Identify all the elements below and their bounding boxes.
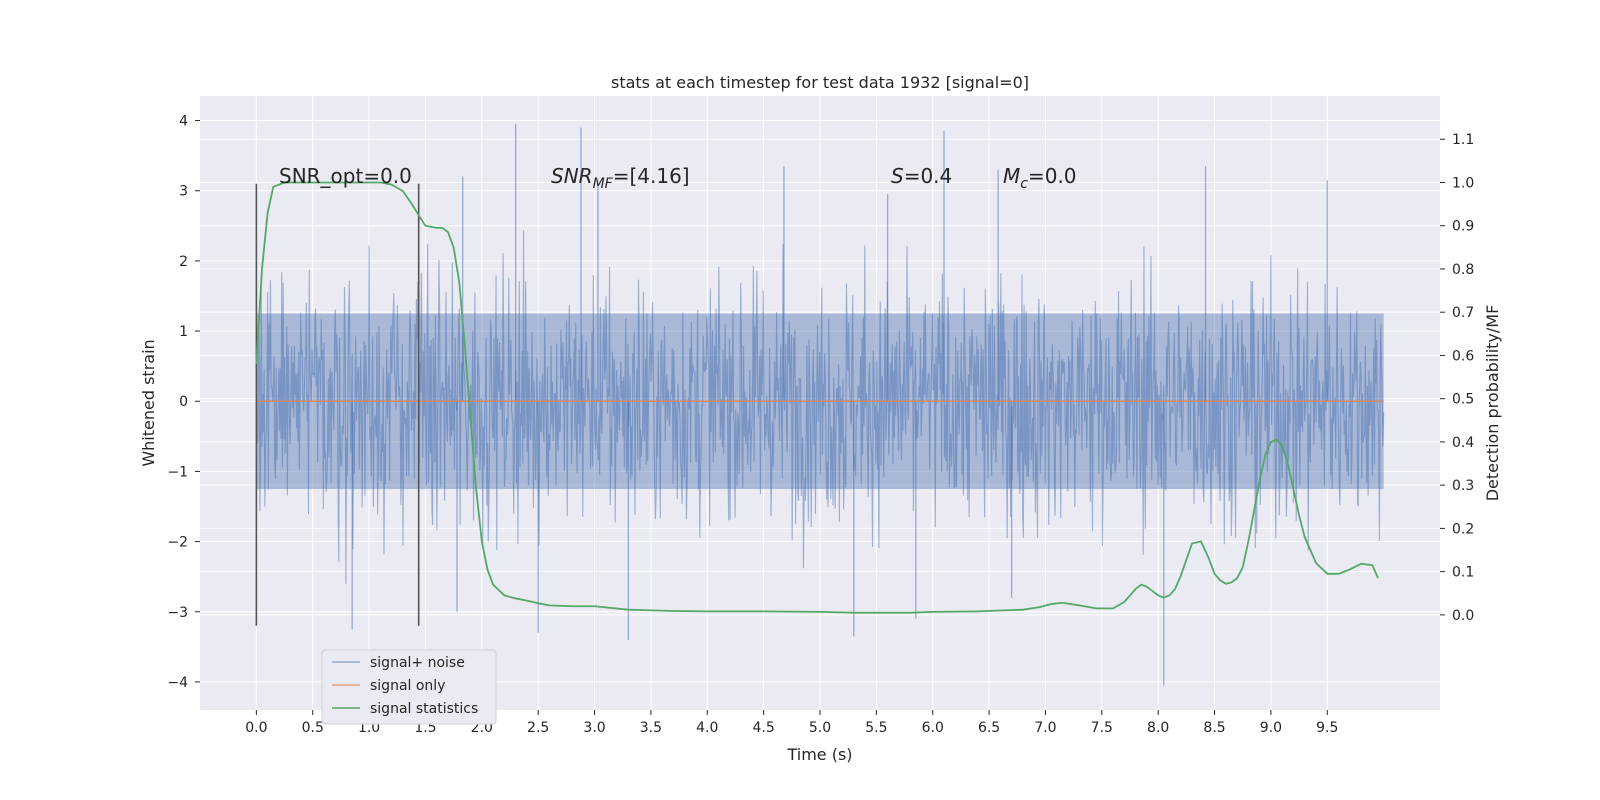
x-tick-label: 9.0 xyxy=(1260,720,1282,736)
x-tick-label: 7.0 xyxy=(1034,720,1056,736)
x-tick-label: 3.5 xyxy=(640,720,662,736)
legend: signal+ noise signal only signal statist… xyxy=(321,649,497,725)
x-tick-label: 0.5 xyxy=(302,720,324,736)
x-tick-label: 9.5 xyxy=(1316,720,1338,736)
right-axis-label: Detection probability/MF xyxy=(1483,305,1502,502)
y-tick-label: 0 xyxy=(179,394,188,410)
right-tick-label: 0.8 xyxy=(1452,262,1474,278)
signal-statistics-series xyxy=(255,181,1379,614)
annotation-s: S=0.4 xyxy=(891,164,952,188)
x-tick-label: 0.0 xyxy=(245,720,267,736)
y-axis-ticks: 4 3 2 1 0 −1 −2 −3 −4 xyxy=(167,114,200,691)
y-tick-label: 2 xyxy=(179,254,188,270)
x-tick-label: 7.5 xyxy=(1091,720,1113,736)
x-tick-label: 5.0 xyxy=(809,720,831,736)
x-tick-label: 2.5 xyxy=(527,720,549,736)
x-tick-label: 5.5 xyxy=(865,720,887,736)
right-tick-label: 0.7 xyxy=(1452,305,1474,321)
y-tick-label: 3 xyxy=(179,184,188,200)
right-tick-label: 0.5 xyxy=(1452,392,1474,408)
x-tick-label: 4.5 xyxy=(753,720,775,736)
y-tick-label: −2 xyxy=(167,535,188,551)
y-tick-label: −4 xyxy=(167,675,188,691)
x-tick-label: 6.0 xyxy=(922,720,944,736)
right-tick-label: 0.4 xyxy=(1452,435,1474,451)
x-tick-label: 8.5 xyxy=(1203,720,1225,736)
annotation-snr-mf: SNRMF=[4.16] xyxy=(551,164,690,192)
y-tick-label: 1 xyxy=(179,324,188,340)
x-tick-label: 8.0 xyxy=(1147,720,1169,736)
y-axis-label: Whitened strain xyxy=(139,339,158,466)
x-tick-label: 6.5 xyxy=(978,720,1000,736)
legend-box xyxy=(321,649,497,725)
right-tick-label: 0.9 xyxy=(1452,219,1474,235)
chart-title: stats at each timestep for test data 193… xyxy=(611,73,1029,92)
right-tick-label: 0.2 xyxy=(1452,521,1474,537)
right-tick-label: 1.1 xyxy=(1452,132,1474,148)
legend-label-signal: signal only xyxy=(370,678,445,694)
x-tick-label: 4.0 xyxy=(696,720,718,736)
statistics-line xyxy=(255,181,1379,614)
legend-label-statistics: signal statistics xyxy=(370,701,478,717)
annotation-mc: Mc=0.0 xyxy=(1003,164,1077,192)
x-axis-label: Time (s) xyxy=(786,745,852,764)
y-tick-label: −3 xyxy=(167,605,188,621)
right-tick-label: 0.1 xyxy=(1452,565,1474,581)
marker-lines xyxy=(255,183,420,626)
x-tick-label: 3.0 xyxy=(583,720,605,736)
right-tick-label: 0.0 xyxy=(1452,608,1474,624)
annotation-snr-opt: SNR_opt=0.0 xyxy=(279,164,412,188)
y-tick-label: −1 xyxy=(167,464,188,480)
legend-label-noise: signal+ noise xyxy=(370,655,465,671)
y-tick-label: 4 xyxy=(179,114,188,130)
right-tick-label: 1.0 xyxy=(1452,175,1474,191)
right-axis-ticks: 1.1 1.0 0.9 0.8 0.7 0.6 0.5 0.4 0.3 0.2 0.1 0.0 xyxy=(1440,132,1474,624)
right-tick-label: 0.3 xyxy=(1452,478,1474,494)
noise-trace xyxy=(255,230,1385,584)
right-tick-label: 0.6 xyxy=(1452,348,1474,364)
